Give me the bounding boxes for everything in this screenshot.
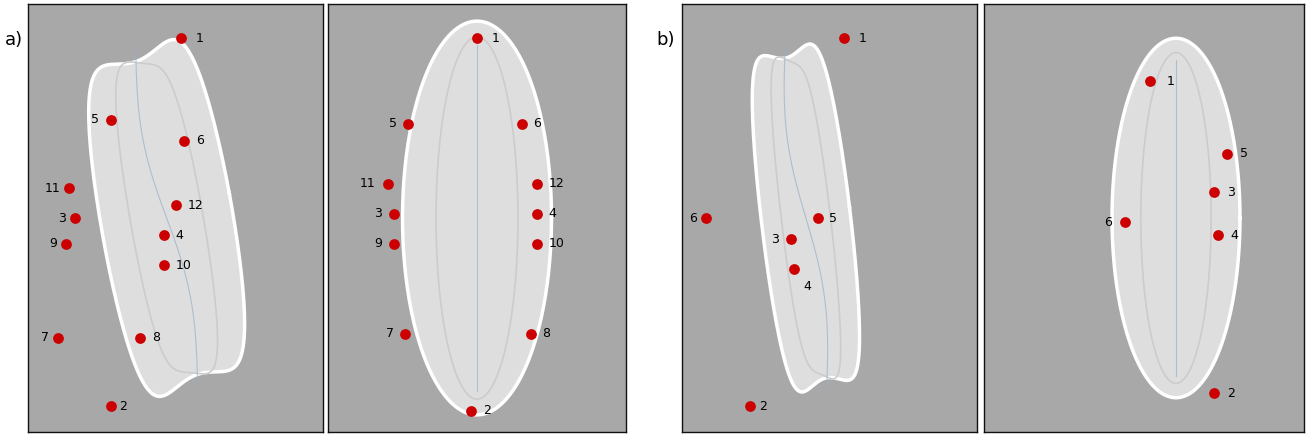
Text: 3: 3 [772, 233, 780, 246]
Point [1203, 390, 1224, 397]
Text: b): b) [657, 31, 675, 48]
Text: 3: 3 [59, 211, 67, 225]
Text: 4: 4 [548, 207, 556, 220]
Text: 5: 5 [90, 113, 99, 126]
Point [64, 215, 85, 221]
Polygon shape [403, 21, 552, 415]
Point [526, 240, 547, 247]
Point [377, 180, 398, 187]
Text: 1: 1 [1167, 75, 1175, 88]
Point [783, 266, 804, 273]
Text: 2: 2 [483, 404, 490, 417]
Text: 6: 6 [1104, 216, 1112, 229]
Point [739, 403, 760, 410]
Text: 4: 4 [803, 280, 811, 293]
Point [398, 120, 419, 127]
Point [511, 120, 532, 127]
Point [165, 202, 186, 209]
Text: 7: 7 [41, 331, 48, 344]
Point [1216, 150, 1237, 157]
Point [460, 407, 481, 414]
Text: 2: 2 [759, 400, 766, 413]
Text: 5: 5 [1240, 147, 1248, 160]
Point [467, 35, 488, 42]
Text: 9: 9 [374, 237, 382, 250]
Text: 5: 5 [388, 117, 396, 130]
Text: 10: 10 [175, 259, 191, 272]
Point [101, 116, 122, 123]
Point [171, 35, 192, 42]
Text: 3: 3 [374, 207, 382, 220]
Polygon shape [752, 44, 859, 392]
Text: 7: 7 [386, 327, 394, 340]
Text: 1: 1 [196, 32, 204, 45]
Point [59, 184, 80, 191]
Text: 1: 1 [859, 32, 867, 45]
Point [153, 262, 174, 269]
Text: 9: 9 [50, 237, 58, 250]
Text: 8: 8 [152, 331, 160, 344]
Text: 6: 6 [196, 134, 204, 147]
Point [526, 180, 547, 187]
Point [521, 330, 542, 337]
Point [383, 240, 404, 247]
Point [47, 334, 68, 341]
Text: 6: 6 [534, 117, 542, 130]
Text: a): a) [5, 31, 24, 48]
Point [101, 403, 122, 410]
Text: 6: 6 [689, 211, 697, 225]
Polygon shape [1112, 38, 1240, 398]
Text: 12: 12 [548, 177, 564, 190]
Text: 10: 10 [548, 237, 564, 250]
Text: 4: 4 [1231, 228, 1239, 242]
Point [395, 330, 416, 337]
Text: 11: 11 [360, 177, 375, 190]
Point [1207, 232, 1228, 238]
Polygon shape [89, 40, 245, 396]
Text: 1: 1 [492, 32, 500, 45]
Point [526, 210, 547, 217]
Point [174, 137, 195, 144]
Point [1141, 78, 1162, 85]
Point [129, 334, 150, 341]
Point [56, 240, 77, 247]
Point [781, 236, 802, 243]
Point [1114, 219, 1135, 226]
Text: 2: 2 [119, 400, 127, 413]
Point [833, 35, 854, 42]
Text: 4: 4 [175, 228, 183, 242]
Text: 5: 5 [829, 211, 837, 225]
Text: 8: 8 [543, 327, 551, 340]
Text: 11: 11 [44, 181, 60, 194]
Point [695, 215, 715, 221]
Point [807, 215, 828, 221]
Point [383, 210, 404, 217]
Point [153, 232, 174, 238]
Text: 12: 12 [187, 199, 203, 211]
Point [1203, 189, 1224, 196]
Text: 2: 2 [1227, 387, 1235, 400]
Text: 3: 3 [1227, 186, 1235, 199]
